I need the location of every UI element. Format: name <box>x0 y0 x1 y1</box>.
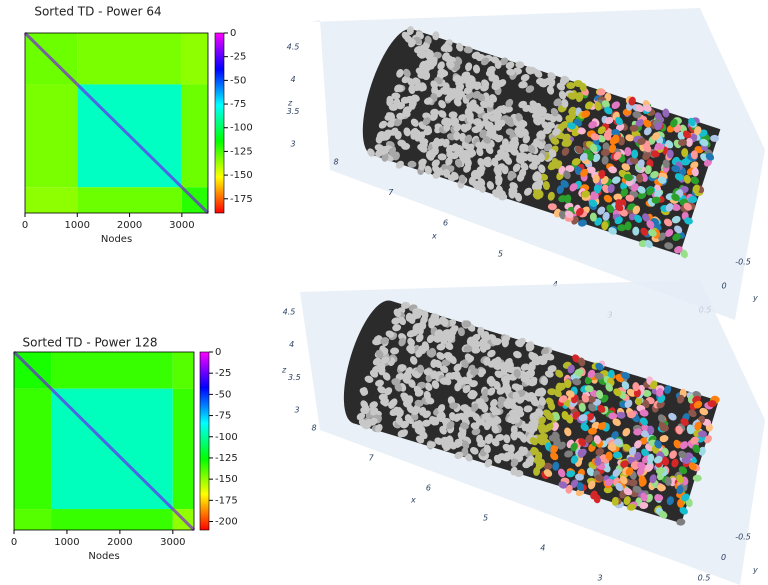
point-cloud-decoration <box>437 69 446 76</box>
heatmap-cell <box>25 84 77 187</box>
z-tick-label: 4.5 <box>283 308 296 317</box>
x-tick-label: 5 <box>483 514 488 523</box>
colorbar-tick-label: -175 <box>215 495 238 506</box>
x-tick-label: 1000 <box>65 220 90 231</box>
heatmap-cell <box>182 84 208 187</box>
x-tick-label: 8 <box>333 158 338 167</box>
x-tick-label: 7 <box>369 454 375 463</box>
heatmap-cell <box>14 389 51 509</box>
heatmap-cell <box>77 33 182 84</box>
colorbar-tick-label: -125 <box>215 453 238 464</box>
chart-title: Sorted TD - Power 128 <box>23 336 158 350</box>
colorbar-tick-label: -75 <box>230 99 246 110</box>
colorbar-tick-label: -200 <box>215 517 238 528</box>
z-tick-label: 4.5 <box>287 43 300 52</box>
colorbar-tick-label: -150 <box>230 170 253 181</box>
colorbar-tick-label: 0 <box>215 347 221 358</box>
x-tick-label: 3000 <box>160 537 185 548</box>
heatmap-cell <box>14 509 51 530</box>
x-tick-label: 1000 <box>54 537 79 548</box>
heatmap-cell <box>25 187 77 213</box>
point-cloud-decoration <box>693 475 702 482</box>
z-axis-label: z <box>281 366 287 375</box>
point-cloud-decoration <box>379 394 388 401</box>
figure: Sorted TD - Power 640100020003000Nodes0-… <box>0 0 768 585</box>
colorbar-tick-label: -100 <box>230 123 253 134</box>
z-tick-label: 3 <box>290 140 295 149</box>
x-tick-label: 2000 <box>107 537 132 548</box>
point-cloud-decoration <box>541 377 548 386</box>
colorbar-tick-label: -50 <box>230 75 246 86</box>
x-tick-label: 3000 <box>169 220 194 231</box>
x-axis-label: x <box>431 232 437 241</box>
z-tick-label: 3.5 <box>288 373 301 382</box>
colorbar-tick-label: -100 <box>215 432 238 443</box>
x-tick-label: 5 <box>498 249 503 258</box>
y-tick-label: 0 <box>721 282 726 291</box>
y-tick-label: 0.5 <box>698 574 711 583</box>
y-tick-label: -0.5 <box>735 533 751 542</box>
x-tick-label: 2000 <box>117 220 142 231</box>
y-tick-label: 0 <box>721 553 726 562</box>
x-tick-label: 4 <box>540 544 545 553</box>
colorbar-tick-label: -75 <box>215 411 231 422</box>
heatmap-cell <box>51 509 173 530</box>
point-cloud-decoration <box>495 357 502 366</box>
colorbar-tick-label: -50 <box>215 389 231 400</box>
colorbar <box>215 33 224 213</box>
colorbar-tick-label: -175 <box>230 194 253 205</box>
x-tick-label: 7 <box>388 188 394 197</box>
heatmap-cell <box>173 389 194 509</box>
z-tick-label: 4 <box>290 75 295 84</box>
point-cloud-decoration <box>408 161 417 168</box>
z-tick-label: 3.5 <box>287 107 300 116</box>
heatmap-cell <box>182 33 208 84</box>
x-axis-label: x <box>410 496 416 505</box>
heatmap-cell <box>51 352 173 389</box>
chart-title: Sorted TD - Power 64 <box>34 5 161 19</box>
x-tick-label: 8 <box>311 424 316 433</box>
x-tick-label: 6 <box>426 484 431 493</box>
z-axis-label: z <box>287 99 293 108</box>
colorbar-tick-label: -125 <box>230 146 253 157</box>
z-tick-label: 3 <box>294 406 299 415</box>
x-tick-label: 0 <box>11 537 17 548</box>
heatmap-cell <box>173 352 194 389</box>
x-axis-label: Nodes <box>101 234 132 245</box>
colorbar-tick-label: -25 <box>215 368 231 379</box>
y-tick-label: -0.5 <box>735 258 751 267</box>
z-tick-label: 4 <box>289 340 294 349</box>
x-tick-label: 6 <box>443 219 448 228</box>
x-axis-label: Nodes <box>88 551 119 562</box>
x-tick-label: 0 <box>22 220 28 231</box>
y-axis-label: y <box>752 566 758 575</box>
x-tick-label: 3 <box>597 574 602 583</box>
heatmap-cell <box>77 187 182 213</box>
colorbar-tick-label: 0 <box>230 28 236 39</box>
y-axis-label: y <box>752 294 758 303</box>
colorbar-tick-label: -150 <box>215 474 238 485</box>
colorbar <box>200 352 209 530</box>
colorbar-tick-label: -25 <box>230 52 246 63</box>
